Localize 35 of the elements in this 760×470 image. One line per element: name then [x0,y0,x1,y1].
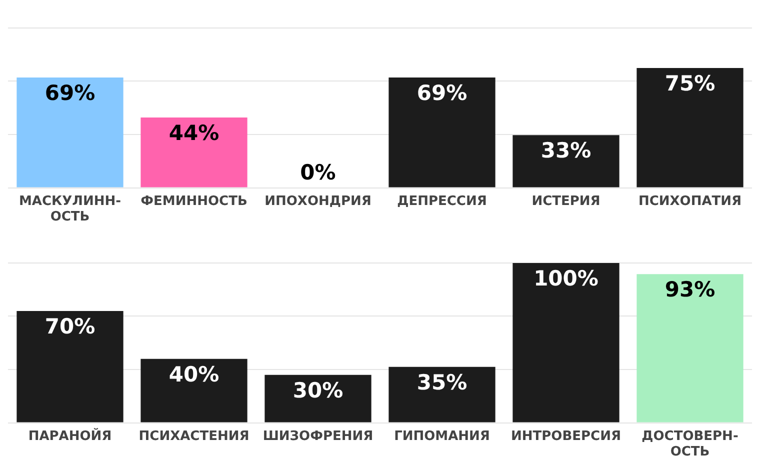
data-label: 93% [664,278,716,302]
bar [388,78,496,188]
data-label: 69% [44,80,96,105]
x-tick-label: ДЕПРЕССИЯ [397,194,487,209]
x-tick-label: ФЕМИННОСТЬ [140,194,248,209]
bar [264,374,372,422]
bar [16,78,124,188]
data-label: 40% [168,362,220,386]
x-tick-label: ПСИХАСТЕНИЯ [138,428,250,444]
bar [388,366,496,422]
bar [636,68,744,188]
bar [512,135,620,188]
x-tick-label: ИПОХОНДРИЯ [264,194,372,209]
data-label: 0% [300,160,336,184]
x-tick-label: ГИПОМАНИЯ [394,428,490,444]
bar [636,274,744,422]
x-tick-label: ПАРАНОЙЯ [28,426,112,444]
bar [140,117,248,188]
x-tick-label: ИНТРОВЕРСИЯ [511,428,621,444]
data-label: 69% [416,80,468,105]
x-tick-label: МАСКУЛИНН-ОСТЬ [18,194,122,225]
data-label: 70% [44,314,96,338]
bar [512,263,620,422]
data-label: 33% [540,138,592,163]
data-label: 35% [416,370,468,394]
bar [16,310,124,422]
data-label: 44% [168,120,220,145]
x-tick-label: ПСИХОПАТИЯ [638,194,742,209]
x-tick-label: ДОСТОВЕРН-ОСТЬ [642,428,738,460]
data-label: 100% [534,266,598,290]
data-label: 75% [664,71,716,96]
bar [140,358,248,422]
data-label: 30% [292,378,344,402]
x-tick-label: ИСТЕРИЯ [532,194,600,209]
x-tick-label: ШИЗОФРЕНИЯ [262,428,374,444]
